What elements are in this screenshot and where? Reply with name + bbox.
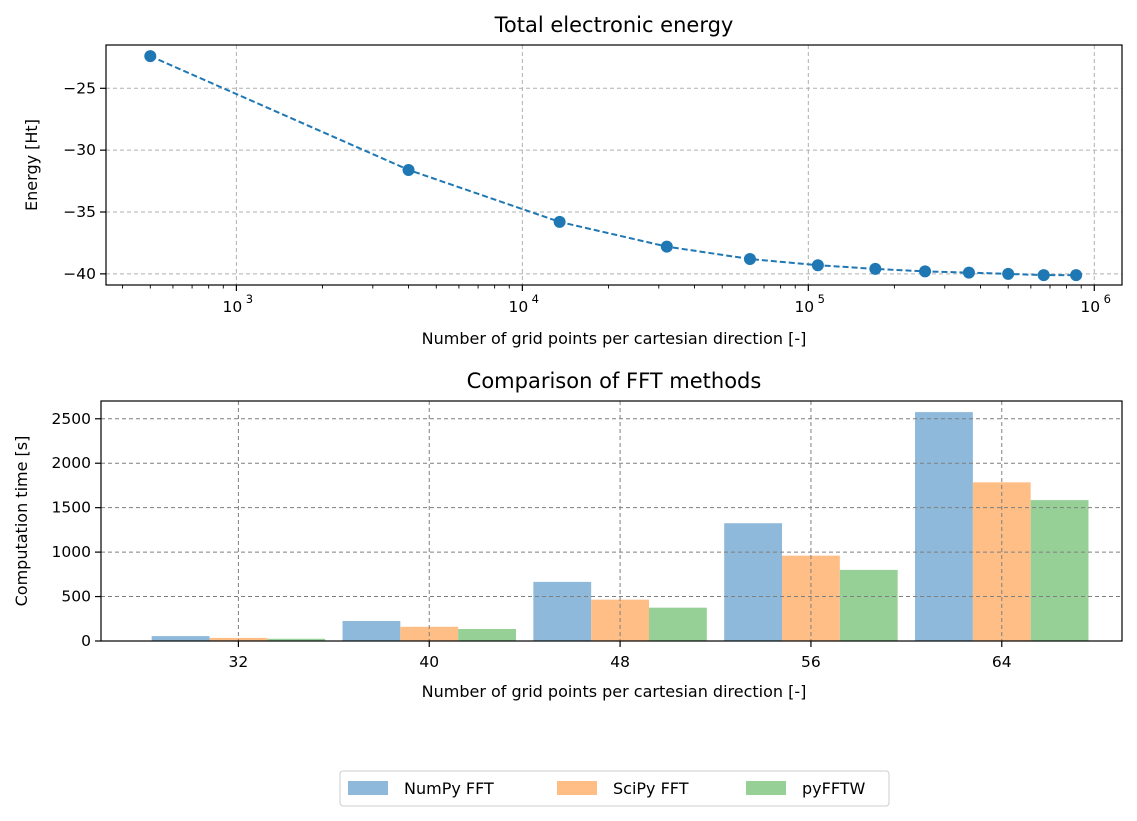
fft-grid: [101, 401, 1122, 642]
fft-chart: Comparison of FFT methods 32 40 48 56 64 0 50…: [12, 369, 1123, 701]
fft-bar: [342, 621, 401, 641]
fft-x-tick-label: 48: [610, 653, 630, 671]
fft-bar: [151, 636, 210, 641]
energy-data-point: [962, 266, 975, 279]
energy-data-point: [553, 215, 566, 228]
energy-data-point: [660, 240, 673, 253]
energy-y-ticks: −25 −30 −35 −40: [63, 79, 106, 283]
fft-bar: [649, 607, 707, 641]
energy-x-tick-label: 10: [794, 298, 814, 316]
energy-grid: [106, 45, 1122, 285]
fft-plot-frame: [100, 400, 1123, 642]
fft-y-tick-label: 2500: [52, 410, 91, 428]
energy-x-axis-label: Number of grid points per cartesian dire…: [422, 329, 807, 348]
energy-data-point: [743, 253, 756, 266]
energy-x-ticks: 10 3 10 4 10 5 10 6: [223, 285, 1111, 316]
legend-swatch: [348, 781, 388, 795]
legend-swatch: [557, 781, 597, 795]
energy-x-tick-label: 10: [223, 298, 243, 316]
energy-y-tick-label: −30: [63, 141, 96, 159]
energy-x-tick-label: 10: [1080, 298, 1100, 316]
energy-data-point: [1002, 267, 1015, 280]
energy-data-point: [919, 265, 932, 278]
energy-y-tick-label: −35: [63, 203, 96, 221]
fft-bar: [915, 412, 973, 641]
fft-y-axis-label: Computation time [s]: [12, 436, 31, 607]
energy-plot-frame: [105, 44, 1123, 286]
fft-x-tick-label: 64: [992, 653, 1012, 671]
energy-data-point: [811, 259, 824, 272]
legend: NumPy FFT SciPy FFT pyFFTW: [339, 770, 890, 807]
energy-y-tick-label: −25: [63, 79, 96, 97]
energy-x-tick-exponent: 6: [1104, 292, 1111, 306]
fft-bar: [533, 581, 592, 641]
energy-x-tick-exponent: 3: [246, 292, 253, 306]
energy-x-tick-exponent: 4: [532, 292, 539, 306]
fft-bar: [839, 569, 898, 641]
fft-chart-title: Comparison of FFT methods: [467, 369, 762, 393]
energy-series-line: [149, 55, 1077, 277]
fft-bar: [1030, 500, 1089, 641]
energy-chart-title: Total electronic energy: [494, 13, 734, 37]
energy-data-point: [144, 50, 157, 63]
energy-data-point: [1037, 269, 1050, 282]
fft-y-tick-label: 1500: [52, 499, 91, 517]
fft-x-ticks: 32 40 48 56 64: [229, 641, 1012, 671]
fft-y-tick-label: 1000: [52, 543, 91, 561]
energy-data-point: [402, 163, 415, 176]
fft-y-tick-label: 2000: [52, 454, 91, 472]
legend-label: NumPy FFT: [404, 779, 494, 798]
energy-chart: Total electronic energy 10 3 10 4 10 5 10 6 −25…: [22, 13, 1123, 348]
legend-frame: [339, 770, 890, 807]
energy-y-axis-label: Energy [Ht]: [22, 119, 41, 211]
energy-y-tick-label: −40: [63, 265, 96, 283]
fft-bar: [458, 629, 516, 641]
fft-x-tick-label: 56: [801, 653, 821, 671]
fft-bar: [724, 523, 783, 641]
energy-data-point: [869, 262, 882, 275]
energy-series: [144, 50, 1083, 282]
fft-y-tick-label: 0: [81, 632, 91, 650]
energy-x-tick-label: 10: [508, 298, 528, 316]
fft-bars: [151, 412, 1089, 641]
fft-bar: [267, 638, 326, 641]
energy-data-point: [1070, 269, 1083, 282]
fft-x-tick-label: 32: [229, 653, 249, 671]
legend-label: pyFFTW: [802, 779, 866, 798]
fft-x-axis-label: Number of grid points per cartesian dire…: [422, 682, 807, 701]
fft-x-tick-label: 40: [419, 653, 439, 671]
fft-y-tick-label: 500: [61, 588, 91, 606]
energy-x-tick-exponent: 5: [818, 292, 825, 306]
fft-y-ticks: 0 500 1000 1500 2000 2500: [52, 410, 101, 650]
legend-swatch: [746, 781, 786, 795]
legend-label: SciPy FFT: [613, 779, 689, 798]
